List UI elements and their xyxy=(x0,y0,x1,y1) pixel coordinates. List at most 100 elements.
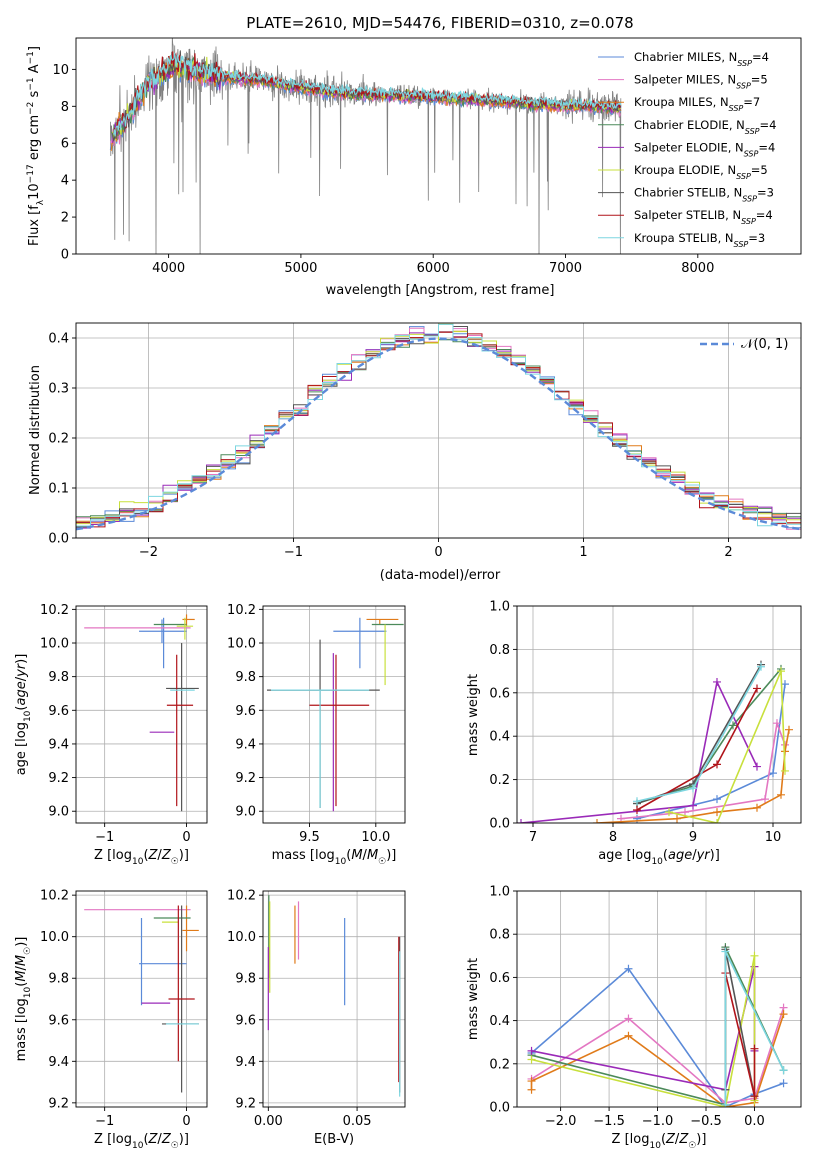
legend-text: Kroupa ELODIE, N xyxy=(634,163,736,177)
plot-area-3 xyxy=(266,617,404,812)
label-part: 10 xyxy=(335,857,347,867)
axes-frame xyxy=(75,890,208,1108)
y-tick-label: 9.8 xyxy=(235,670,256,685)
x-axis-label: mass [log10(M/M☉)] xyxy=(272,848,397,867)
label-part: 10 xyxy=(132,857,144,867)
y-tick-label: 10.0 xyxy=(227,930,256,945)
label-part: ( xyxy=(661,1132,666,1147)
plot-area-0 xyxy=(109,38,622,254)
mass-weight-marker xyxy=(713,760,721,769)
x-tick-label: 8 xyxy=(609,830,617,845)
legend-subscript: SSP xyxy=(741,217,756,226)
axes-frame xyxy=(262,605,406,824)
y-tick-label: 0.2 xyxy=(48,432,69,447)
y-tick-label: 10.2 xyxy=(40,603,69,618)
legend-text: =3 xyxy=(757,186,774,200)
y-tick-label: 9.8 xyxy=(235,972,256,987)
label-part: )] xyxy=(14,937,29,947)
legend-label: Kroupa STELIB, NSSP=3 xyxy=(634,231,765,249)
legend-subscript: SSP xyxy=(736,172,751,181)
label-part: 10 xyxy=(132,1141,144,1151)
label-part: )] xyxy=(179,848,189,863)
y-tick-label: 10.0 xyxy=(40,637,69,652)
legend-text: Chabrier ELODIE, N xyxy=(634,118,745,132)
x-tick-label: 0 xyxy=(434,545,442,560)
mass-weight-marker xyxy=(779,1010,788,1019)
mass-weight-line xyxy=(530,967,784,1107)
label-part: ] xyxy=(27,46,42,51)
gaussian-curve xyxy=(76,337,801,531)
panel-5: −1 09.29.49.69.810.010.2Z [log10(Z/Z☉)]ma… xyxy=(14,889,208,1151)
mass-weight-marker xyxy=(713,677,721,686)
mass-weight-marker xyxy=(750,1044,759,1053)
legend-text: =5 xyxy=(751,163,768,177)
mass-weight-marker xyxy=(781,766,789,775)
label-part: yr xyxy=(696,848,712,863)
y-tick-label: 1.0 xyxy=(489,600,510,615)
spectrum-title: PLATE=2610, MJD=54476, FIBERID=0310, z=0… xyxy=(246,14,633,32)
mass-weight-marker xyxy=(773,719,781,728)
residual-ylabel: Normed distribution xyxy=(28,365,43,495)
label-part: ( xyxy=(346,848,351,863)
mass-weight-marker xyxy=(769,769,777,778)
x-tick-label: 8000 xyxy=(681,261,714,276)
legend-text: =3 xyxy=(748,231,765,245)
mass-weight-marker xyxy=(689,784,697,793)
y-tick-label: 9.4 xyxy=(235,737,256,752)
mass-weight-marker xyxy=(779,1066,788,1075)
label-part: −2 xyxy=(26,102,36,115)
x-tick-label: −1.0 xyxy=(642,1114,674,1129)
label-part: ( xyxy=(14,706,29,711)
panel-2: −1 09.09.29.49.69.810.010.2Z [log10(Z/Z☉)… xyxy=(14,603,208,867)
mass-weight-marker xyxy=(721,1100,730,1107)
label-part: ☉ xyxy=(688,1141,696,1151)
mass-weight-marker xyxy=(527,1046,536,1055)
y-tick-label: 1.0 xyxy=(489,885,510,900)
label-part: Z xyxy=(161,1132,172,1147)
label-part: ( xyxy=(663,848,668,863)
mass-weight-marker xyxy=(753,684,761,693)
x-tick-label: 9 xyxy=(689,830,697,845)
label-part: Z [log xyxy=(612,1132,650,1147)
x-axis-label: age [log10(age/yr)] xyxy=(598,848,720,867)
mass-weight-marker xyxy=(753,803,761,812)
y-tick-label: 0.4 xyxy=(489,1014,510,1029)
y-tick-label: 0.0 xyxy=(489,1101,510,1116)
y-tick-label: 9.2 xyxy=(235,771,256,786)
mass-weight-marker xyxy=(624,1014,633,1023)
mass-weight-marker xyxy=(753,762,761,771)
axes-frame xyxy=(75,37,802,255)
label-part: )] xyxy=(710,848,720,863)
x-tick-label: 2 xyxy=(724,545,732,560)
label-part: −1 xyxy=(26,51,36,64)
spectrum-xlabel: wavelength [Angstrom, rest frame] xyxy=(326,283,555,298)
axes-frame xyxy=(516,890,802,1108)
y-tick-label: 0.6 xyxy=(489,686,510,701)
residual-xlabel: (data-model)/error xyxy=(380,568,501,583)
label-part: Z xyxy=(148,1132,159,1147)
mass-weight-marker xyxy=(593,819,601,823)
label-part: ( xyxy=(143,848,148,863)
x-tick-label: 5000 xyxy=(284,261,317,276)
legend-text: Kroupa STELIB, N xyxy=(634,231,734,245)
label-part: )] xyxy=(14,654,29,664)
label-part: Z xyxy=(161,848,172,863)
label-part: ☉ xyxy=(378,857,386,867)
axes-frame xyxy=(75,605,208,824)
y-tick-label: 9.6 xyxy=(48,704,69,719)
label-part: Z [log xyxy=(94,1132,132,1147)
label-part: E(B-V) xyxy=(314,1132,354,1147)
mass-weight-marker xyxy=(527,1077,536,1086)
label-part: Z xyxy=(665,1132,676,1147)
panel-3: 9.5 10.0 9.0 9.2 9.4 9.6 9.8 10.0 10.2 mass [log1… xyxy=(227,603,406,867)
label-part: Flux [f xyxy=(27,205,42,246)
mass-weight-marker xyxy=(713,819,721,823)
panel-6: 0.00 0.05 9.2 9.4 9.6 9.8 10.0 10.2 E(B-V) xyxy=(227,889,406,1147)
plot-area-7 xyxy=(527,943,788,1107)
label-part: / xyxy=(157,1132,162,1147)
mass-weight-marker xyxy=(633,797,641,806)
panel-1: −2 −1 0 1 2 0.0 0.1 0.2 0.3 0.4 𝒩(0, 1) xyxy=(48,322,802,560)
y-tick-label: 9.0 xyxy=(48,805,69,820)
legend-subscript: SSP xyxy=(734,239,749,248)
